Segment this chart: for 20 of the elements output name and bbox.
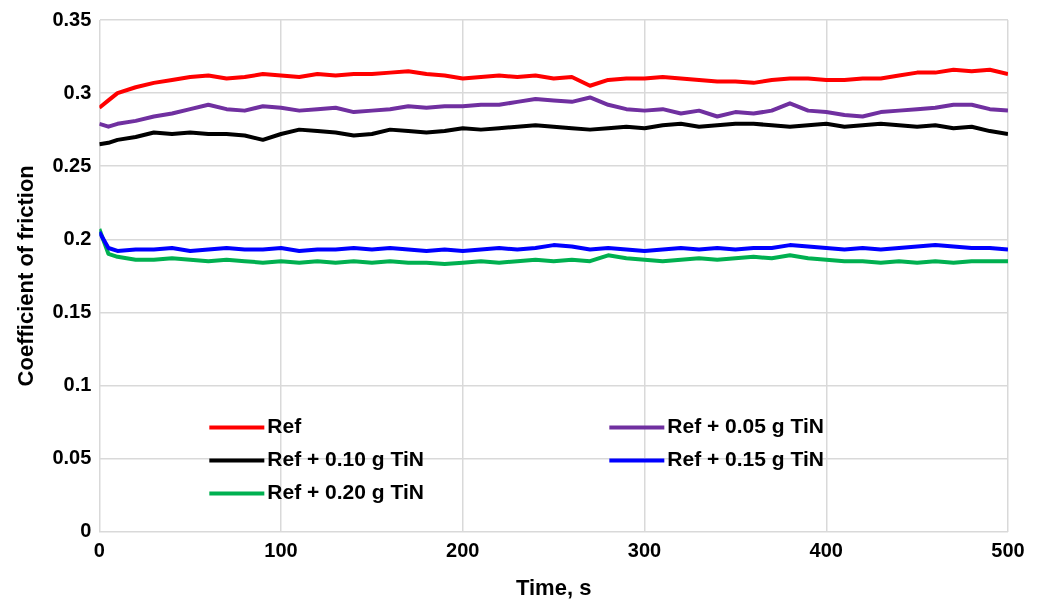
x-tick-label: 400 bbox=[809, 539, 843, 562]
x-tick-label: 500 bbox=[991, 539, 1025, 562]
y-tick-label: 0.3 bbox=[63, 80, 92, 103]
y-tick-label: 0.15 bbox=[52, 299, 92, 322]
x-tick-label: 100 bbox=[264, 539, 298, 562]
legend-label: Ref + 0.15 g TiN bbox=[667, 447, 824, 471]
y-axis-title: Coefficient of friction bbox=[13, 165, 39, 387]
y-tick-label: 0.1 bbox=[63, 372, 92, 395]
y-tick-label: 0.25 bbox=[52, 153, 92, 176]
y-tick-label: 0.05 bbox=[52, 446, 92, 469]
y-tick-label: 0 bbox=[80, 519, 92, 542]
x-tick-label: 300 bbox=[627, 539, 662, 562]
legend-label: Ref bbox=[267, 414, 303, 438]
legend-label: Ref + 0.20 g TiN bbox=[267, 480, 424, 504]
x-axis-title: Time, s bbox=[515, 574, 592, 600]
legend-label: Ref + 0.05 g TiN bbox=[667, 414, 824, 438]
y-tick-label: 0.35 bbox=[52, 7, 92, 30]
x-tick-label: 200 bbox=[446, 539, 480, 562]
y-tick-label: 0.2 bbox=[63, 226, 92, 249]
legend-label: Ref + 0.10 g TiN bbox=[267, 447, 424, 471]
